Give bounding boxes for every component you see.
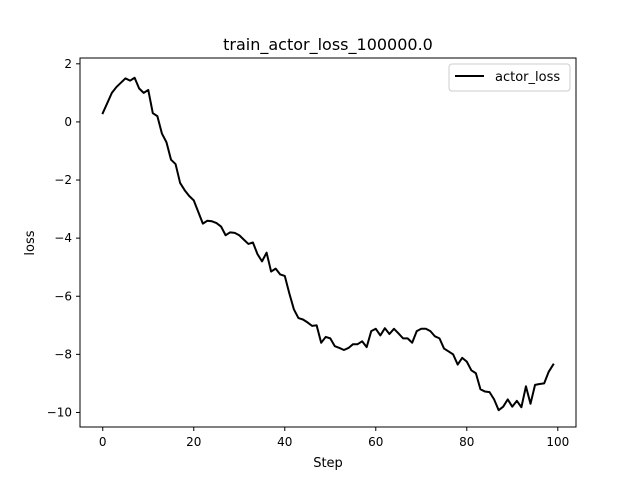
y-tick-label: −6: [54, 289, 72, 303]
plot-frame: [79, 57, 577, 428]
plot-area: [79, 57, 577, 428]
x-axis-ticks: 0 20 40 60 80 100: [99, 427, 569, 449]
series-line-actor-loss: [101, 76, 555, 412]
x-tick-label: 40: [277, 435, 292, 449]
x-tick-label: 60: [368, 435, 383, 449]
x-tick-label: 100: [546, 435, 569, 449]
y-tick-label: −4: [54, 231, 72, 245]
y-tick-label: 0: [64, 115, 72, 129]
y-axis-label: loss: [23, 230, 38, 255]
x-tick-label: 0: [99, 435, 107, 449]
y-axis-ticks: 2 0 −2 −4 −6 −8 −10: [47, 57, 80, 419]
legend: actor_loss: [448, 63, 571, 92]
legend-label-actor-loss: actor_loss: [495, 70, 560, 85]
y-tick-label: −2: [54, 173, 72, 187]
x-tick-label: 20: [186, 435, 201, 449]
chart-title: train_actor_loss_100000.0: [223, 35, 433, 55]
y-tick-label: 2: [64, 57, 72, 71]
y-tick-label: −8: [54, 347, 72, 361]
x-tick-label: 80: [459, 435, 474, 449]
x-axis-label: Step: [313, 456, 343, 471]
y-tick-label: −10: [47, 405, 72, 419]
legend-box: [448, 63, 571, 92]
